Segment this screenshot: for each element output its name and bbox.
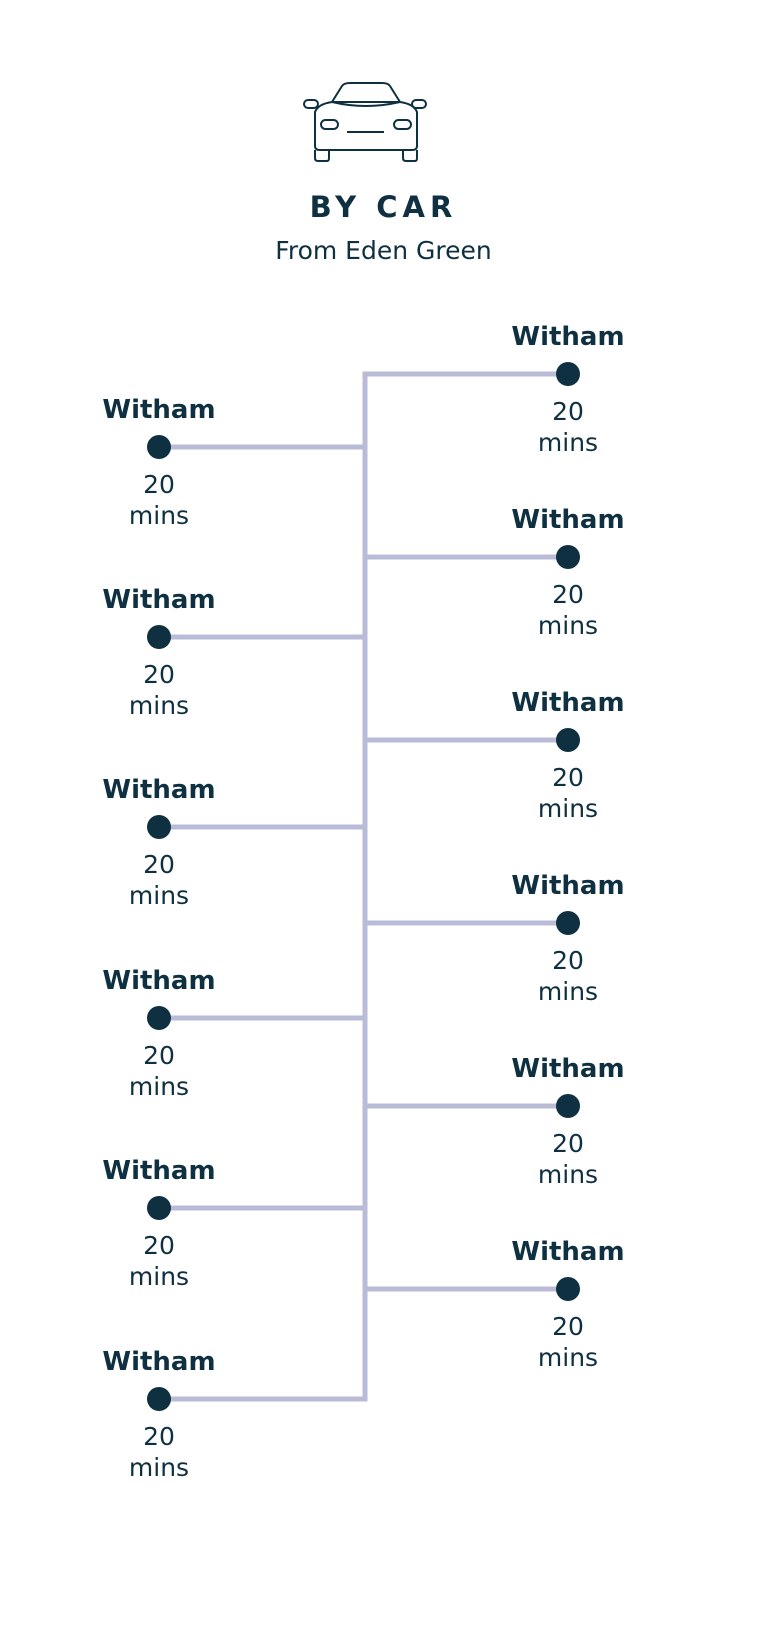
- stop-time: 20: [143, 660, 175, 689]
- stop-dot: [556, 1277, 580, 1301]
- right-stop: Witham 20 mins: [468, 871, 668, 1007]
- car-icon: [303, 82, 427, 162]
- right-stop: Witham 20 mins: [468, 1237, 668, 1373]
- stop-unit: mins: [537, 977, 599, 1006]
- stop-time: 20: [552, 1312, 584, 1341]
- stop-dot: [147, 435, 171, 459]
- stop-unit: mins: [537, 794, 599, 823]
- stop-place: Witham: [102, 1156, 216, 1186]
- stop-dot: [147, 625, 171, 649]
- right-stop: Witham 20 mins: [468, 322, 668, 458]
- stop-time: 20: [552, 1129, 584, 1158]
- stop-time: 20: [143, 470, 175, 499]
- stop-time: 20: [552, 946, 584, 975]
- page-title: BY CAR: [309, 190, 458, 224]
- stop-dot: [556, 545, 580, 569]
- stop-unit: mins: [128, 1072, 190, 1101]
- page-subtitle: From Eden Green: [275, 236, 492, 265]
- stop-unit: mins: [537, 1343, 599, 1372]
- left-stop: Witham 20 mins: [59, 585, 259, 721]
- stop-unit: mins: [537, 1160, 599, 1189]
- left-stop: Witham 20 mins: [59, 1347, 259, 1483]
- stop-unit: mins: [128, 881, 190, 910]
- stop-place: Witham: [511, 688, 625, 718]
- stop-dot: [556, 911, 580, 935]
- stop-dot: [556, 728, 580, 752]
- stop-unit: mins: [537, 428, 599, 457]
- left-stop: Witham 20 mins: [59, 966, 259, 1102]
- stop-dot: [556, 1094, 580, 1118]
- right-stop: Witham 20 mins: [468, 688, 668, 824]
- stop-place: Witham: [102, 395, 216, 425]
- stop-time: 20: [143, 1422, 175, 1451]
- stop-time: 20: [552, 580, 584, 609]
- stop-unit: mins: [537, 611, 599, 640]
- left-stop: Witham 20 mins: [59, 1156, 259, 1292]
- stop-unit: mins: [128, 501, 190, 530]
- left-stop: Witham 20 mins: [59, 395, 259, 531]
- stop-dot: [147, 1006, 171, 1030]
- stop-dot: [147, 1387, 171, 1411]
- stop-place: Witham: [511, 1054, 625, 1084]
- stop-place: Witham: [511, 1237, 625, 1267]
- right-stop: Witham 20 mins: [468, 505, 668, 641]
- stop-place: Witham: [102, 966, 216, 996]
- stop-dot: [147, 815, 171, 839]
- right-stop: Witham 20 mins: [468, 1054, 668, 1190]
- stop-place: Witham: [102, 775, 216, 805]
- left-stop: Witham 20 mins: [59, 775, 259, 911]
- stop-unit: mins: [128, 1262, 190, 1291]
- stop-time: 20: [143, 1231, 175, 1260]
- stop-time: 20: [143, 1041, 175, 1070]
- stop-unit: mins: [128, 691, 190, 720]
- stop-unit: mins: [128, 1453, 190, 1482]
- stop-time: 20: [552, 763, 584, 792]
- stop-dot: [147, 1196, 171, 1220]
- stop-dot: [556, 362, 580, 386]
- stop-time: 20: [552, 397, 584, 426]
- stop-place: Witham: [511, 322, 625, 352]
- stop-place: Witham: [511, 871, 625, 901]
- stop-time: 20: [143, 850, 175, 879]
- stop-place: Witham: [102, 1347, 216, 1377]
- stop-place: Witham: [511, 505, 625, 535]
- stop-place: Witham: [102, 585, 216, 615]
